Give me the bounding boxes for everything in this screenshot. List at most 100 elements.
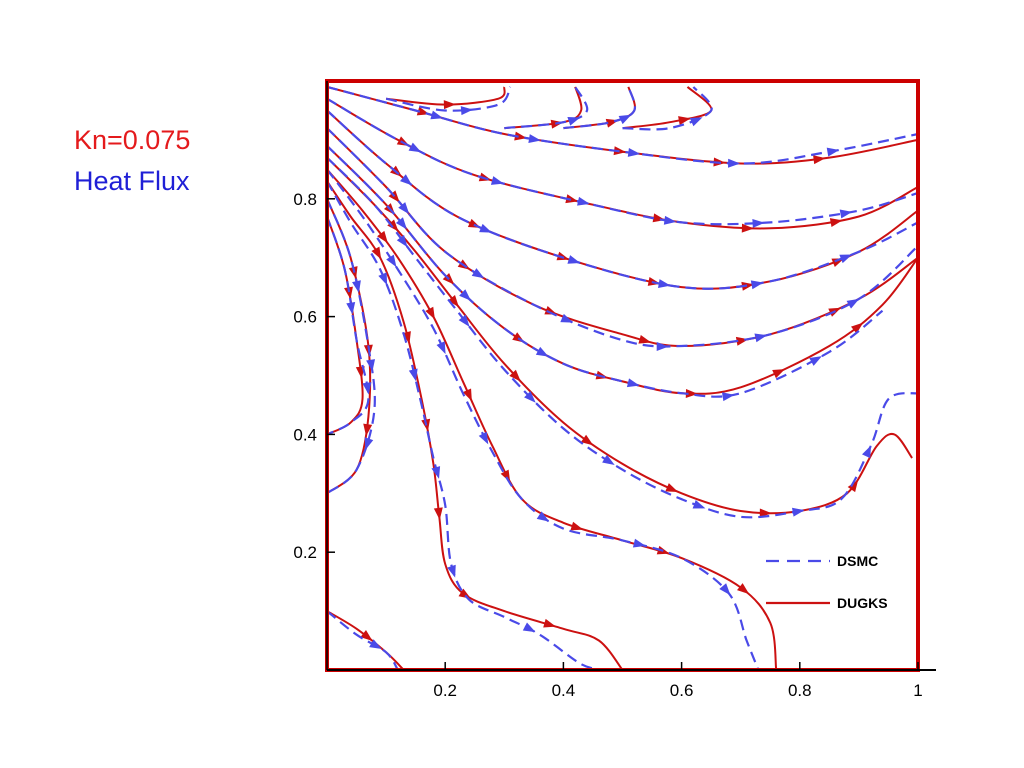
dugks-streamline — [326, 109, 919, 290]
flow-arrow-icon — [430, 110, 444, 120]
flow-arrow-icon — [829, 218, 843, 228]
flow-arrow-icon — [792, 507, 805, 517]
flow-arrow-icon — [846, 298, 860, 309]
heat-flux-annotation: Heat Flux — [74, 166, 190, 196]
dsmc-streamline — [325, 216, 370, 436]
flow-arrow-icon — [352, 280, 361, 293]
flow-arrow-icon — [602, 454, 615, 465]
flow-arrow-icon — [632, 538, 646, 548]
flow-arrow-icon — [656, 341, 669, 351]
flow-arrow-icon — [436, 341, 446, 355]
flow-arrow-icon — [658, 279, 671, 289]
flow-arrow-icon — [509, 369, 521, 382]
flow-arrow-icon — [678, 116, 691, 126]
flow-arrow-icon — [371, 246, 382, 260]
flow-arrow-icon — [565, 194, 579, 204]
flow-arrow-icon — [471, 268, 485, 279]
flow-arrow-icon — [570, 521, 584, 531]
flow-arrow-icon — [386, 254, 397, 268]
dsmc-streamline — [326, 610, 399, 671]
flow-arrow-icon — [556, 251, 570, 261]
flow-arrow-icon — [522, 622, 536, 633]
flow-arrow-icon — [366, 359, 376, 372]
flow-arrow-icon — [839, 254, 853, 264]
flow-arrow-icon — [847, 479, 859, 493]
knudsen-annotation: Kn=0.075 — [74, 125, 191, 155]
flow-arrow-icon — [535, 346, 549, 357]
flow-arrow-icon — [344, 286, 353, 300]
flow-arrow-icon — [759, 508, 772, 518]
flow-arrow-icon — [613, 146, 627, 156]
flow-arrow-icon — [431, 466, 441, 479]
dugks-streamline — [326, 168, 778, 671]
flow-arrow-icon — [459, 289, 471, 301]
flow-arrow-icon — [398, 202, 410, 215]
flow-arrow-icon — [665, 483, 679, 492]
flow-arrow-icon — [400, 174, 413, 186]
x-tick-label: 0.2 — [433, 681, 457, 700]
flow-arrow-icon — [626, 378, 640, 388]
flow-arrow-icon — [737, 583, 750, 595]
flow-arrow-icon — [458, 588, 472, 599]
dsmc-streamline — [563, 86, 637, 130]
flow-arrow-icon — [460, 106, 474, 116]
flow-arrow-icon — [580, 434, 594, 446]
dugks-streamline — [326, 156, 913, 515]
flow-arrow-icon — [605, 118, 619, 128]
flow-arrow-icon — [479, 223, 492, 233]
flow-arrow-icon — [369, 639, 382, 650]
dsmc-streamline — [326, 127, 919, 348]
dugks-streamline — [326, 216, 364, 436]
flow-arrow-icon — [490, 176, 504, 185]
flow-arrow-icon — [809, 356, 822, 366]
flow-arrow-icon — [524, 391, 536, 403]
flow-arrow-icon — [447, 295, 459, 308]
flow-arrow-icon — [638, 334, 652, 344]
flow-arrow-icon — [360, 630, 373, 642]
flow-arrow-icon — [462, 388, 472, 402]
flow-arrow-icon — [728, 158, 741, 168]
flow-arrow-icon — [754, 333, 768, 343]
flow-arrow-icon — [741, 223, 754, 233]
flow-arrow-icon — [750, 280, 764, 290]
flow-arrow-icon — [685, 389, 698, 398]
x-tick-label: 1 — [913, 681, 922, 700]
flow-arrow-icon — [663, 215, 677, 225]
flow-arrow-icon — [567, 117, 581, 126]
flow-arrow-icon — [377, 230, 388, 244]
flow-arrow-icon — [741, 281, 754, 291]
flow-arrow-icon — [692, 500, 706, 509]
flow-arrow-icon — [425, 306, 435, 320]
flow-arrow-icon — [478, 431, 489, 445]
flow-arrow-icon — [363, 423, 373, 437]
y-tick-label: 0.2 — [293, 543, 317, 562]
flow-arrow-icon — [627, 147, 641, 157]
flow-arrow-icon — [577, 196, 590, 206]
flow-arrow-icon — [536, 511, 550, 522]
flow-arrow-icon — [408, 368, 418, 382]
flow-arrow-icon — [828, 307, 842, 317]
flow-arrow-icon — [618, 114, 632, 125]
flow-arrow-icon — [721, 392, 735, 402]
flow-arrow-icon — [364, 437, 374, 451]
flow-arrow-icon — [408, 142, 422, 153]
flow-arrow-icon — [560, 313, 574, 323]
flow-arrow-icon — [543, 618, 556, 628]
flow-arrow-icon — [528, 134, 541, 143]
flow-arrow-icon — [689, 117, 703, 127]
flow-arrow-icon — [862, 445, 872, 459]
flow-arrow-icon — [772, 369, 785, 379]
dugks-streamline — [326, 610, 405, 671]
flow-arrow-icon — [813, 155, 826, 165]
x-tick-label: 0.6 — [670, 681, 694, 700]
flow-arrow-icon — [433, 507, 443, 520]
flow-arrow-icon — [826, 147, 840, 157]
dsmc-streamline — [326, 109, 919, 290]
dugks-streamline — [326, 145, 919, 395]
flow-arrow-icon — [719, 583, 731, 596]
dugks-streamline — [385, 86, 506, 106]
flow-arrow-icon — [362, 382, 372, 395]
x-tick-label: 0.8 — [788, 681, 812, 700]
flow-arrow-icon — [395, 217, 407, 230]
flow-arrow-icon — [396, 234, 408, 248]
